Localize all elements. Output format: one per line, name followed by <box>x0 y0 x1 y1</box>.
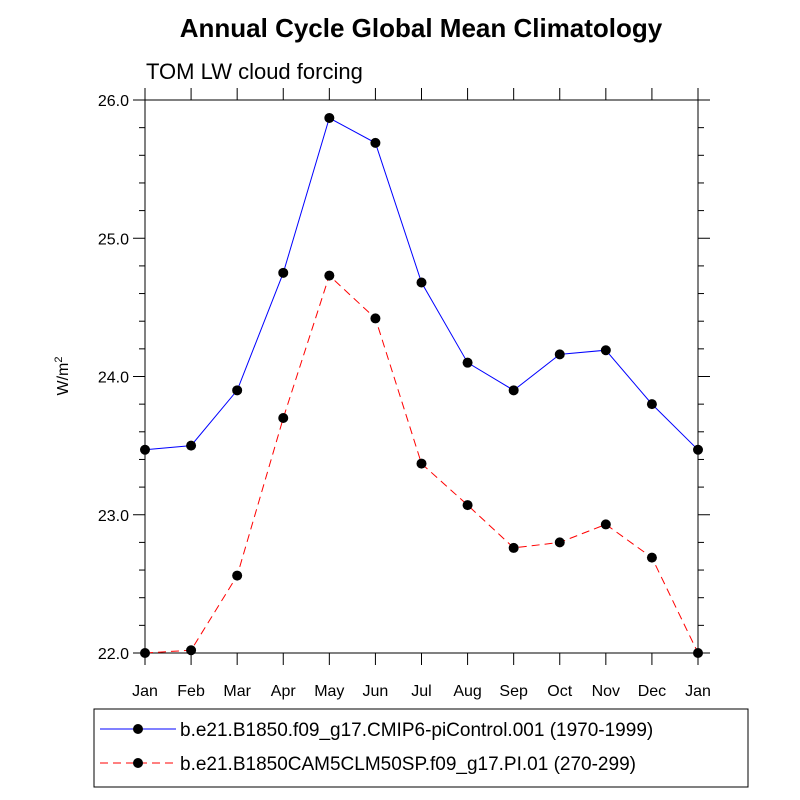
series-1-point <box>324 112 335 123</box>
series-2-point <box>370 313 381 324</box>
series-2-point <box>600 519 611 530</box>
plot-frame <box>144 99 699 654</box>
x-tick-label: Nov <box>592 683 620 700</box>
series-1-point <box>693 444 703 455</box>
series-1-point <box>232 385 243 396</box>
series-1-point <box>554 349 565 360</box>
x-tick-label: Sep <box>499 683 528 700</box>
y-tick-label: 24.0 <box>98 370 129 387</box>
x-tick-label: May <box>314 683 344 700</box>
x-tick-label: Oct <box>547 683 572 700</box>
y-axis: 22.0 23.0 24.0 25.0 26.0 <box>98 93 710 663</box>
legend-label-series-2: b.e21.B1850CAM5CLM50SP.f09_g17.PI.01 (27… <box>180 754 636 775</box>
series-2-point <box>462 500 473 511</box>
series-2-point <box>508 542 519 553</box>
series-2-point <box>554 537 565 548</box>
series-1-point <box>508 385 519 396</box>
y-tick-label: 23.0 <box>98 508 129 525</box>
y-tick-label: 26.0 <box>98 93 129 110</box>
chart-title: Annual Cycle Global Mean Climatology <box>180 13 663 43</box>
series-1-point <box>370 137 381 148</box>
series-1-point <box>462 357 473 368</box>
legend-marker-series-2 <box>133 758 143 768</box>
x-tick-label: Aug <box>453 683 481 700</box>
series-2-point <box>646 552 657 563</box>
x-tick-label: Jan <box>685 683 711 700</box>
series-1-point <box>416 277 427 288</box>
y-axis-label: W/m2 <box>53 357 72 396</box>
y-tick-label: 25.0 <box>98 231 129 248</box>
series-2-point <box>416 458 427 469</box>
series-2-point <box>693 648 703 658</box>
series-2-point <box>278 412 289 423</box>
x-tick-label: Jul <box>411 683 431 700</box>
series-1-point <box>600 345 611 356</box>
series-1-point <box>646 399 657 410</box>
x-tick-label: Jun <box>363 683 389 700</box>
series-1-point <box>140 444 150 455</box>
legend-box <box>93 708 749 788</box>
series-2-point <box>324 270 335 281</box>
x-tick-label: Dec <box>638 683 666 700</box>
x-tick-label: Apr <box>271 683 297 700</box>
y-tick-label: 22.0 <box>98 646 129 663</box>
series-1-point <box>278 267 289 278</box>
series-1-point <box>186 440 197 451</box>
x-tick-label: Jan <box>132 683 158 700</box>
legend-label-series-1: b.e21.B1850.f09_g17.CMIP6-piControl.001 … <box>180 720 653 741</box>
series-layer <box>140 112 703 658</box>
chart-subtitle: TOM LW cloud forcing <box>146 59 363 84</box>
legend-marker-series-1 <box>133 724 143 734</box>
series-2-point <box>232 570 243 581</box>
x-axis: Jan Feb Mar Apr May Jun Jul Aug Sep Oct Nov Dec Jan <box>132 88 711 700</box>
legend: b.e21.B1850.f09_g17.CMIP6-piControl.001 … <box>93 708 749 788</box>
series-2-point <box>186 645 197 656</box>
x-tick-label: Feb <box>177 683 205 700</box>
x-tick-label: Mar <box>223 683 251 700</box>
series-2-point <box>140 648 150 658</box>
